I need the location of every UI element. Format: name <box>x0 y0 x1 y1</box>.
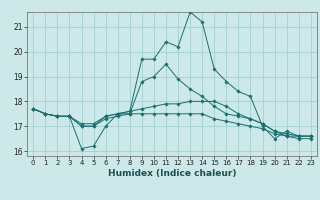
X-axis label: Humidex (Indice chaleur): Humidex (Indice chaleur) <box>108 169 236 178</box>
